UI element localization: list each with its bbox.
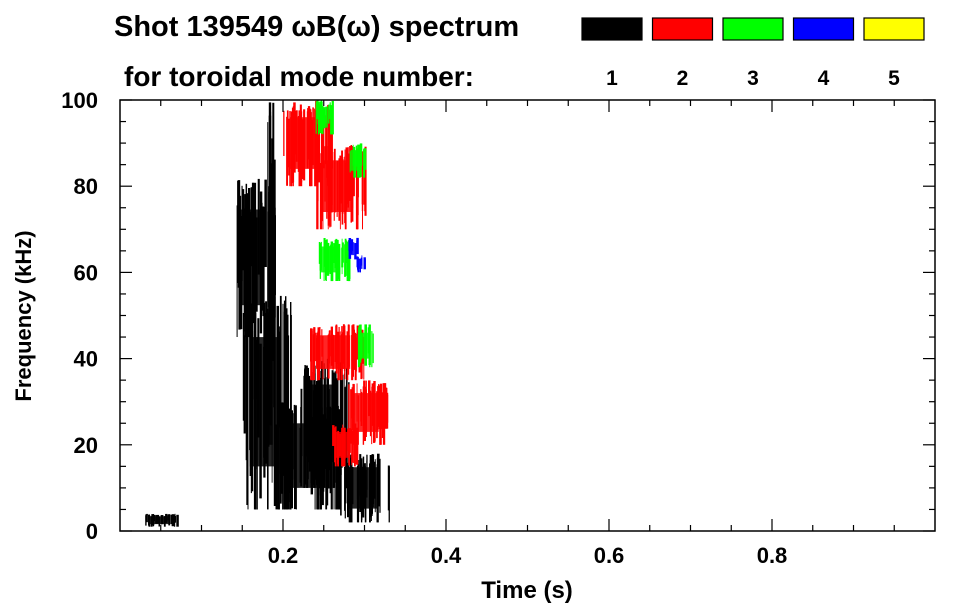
legend-label-mode-1: 1 [606,67,618,90]
mode-1-region-6 [340,453,390,523]
mode-2-region-5 [332,423,359,467]
y-tick-label: 20 [74,433,98,458]
legend-swatch-mode-4 [792,17,855,41]
mode-2-region-4 [283,100,333,187]
axis-ticks [120,99,935,532]
legend-label-mode-4: 4 [818,67,830,90]
legend-label-mode-3: 3 [747,67,759,90]
legend-swatch-mode-1 [581,17,643,41]
mode-1-region-7 [267,102,276,506]
x-tick-label: 0.4 [431,543,462,568]
x-axis-label: Time (s) [481,577,573,604]
y-tick-label: 0 [86,519,98,544]
mode-4-region-1 [356,255,366,273]
mode-2-region-2 [348,380,389,445]
y-tick-label: 60 [74,260,98,285]
y-tick-label: 40 [74,347,98,372]
mode-2-region-1 [310,324,365,381]
legend: 1 2 3 4 5 [581,17,925,90]
mode-4-region-2 [348,237,359,260]
legend-swatch-mode-2 [651,17,714,41]
x-tick-label: 0.6 [594,543,625,568]
chart-title: Shot 139549 ωB(ω) spectrum [114,11,519,43]
legend-label-mode-2: 2 [677,67,689,90]
legend-swatch-mode-3 [722,17,784,41]
legend-label-mode-5: 5 [888,67,900,90]
x-tick-label: 0.2 [268,543,299,568]
mode-3-region-4 [349,143,367,178]
y-tick-label: 100 [61,88,98,113]
legend-swatch-mode-5 [863,17,925,41]
mode-1-region-1 [145,513,179,527]
legend-title: for toroidal mode number: [124,61,474,92]
mode-3-region-1 [318,238,351,282]
mode-3-region-2 [357,324,374,368]
y-axis-label: Frequency (kHz) [11,230,36,401]
plot-area [145,100,390,527]
y-tick-label: 80 [74,174,98,199]
x-tick-label: 0.8 [757,543,788,568]
mode-3-region-3 [315,100,334,135]
